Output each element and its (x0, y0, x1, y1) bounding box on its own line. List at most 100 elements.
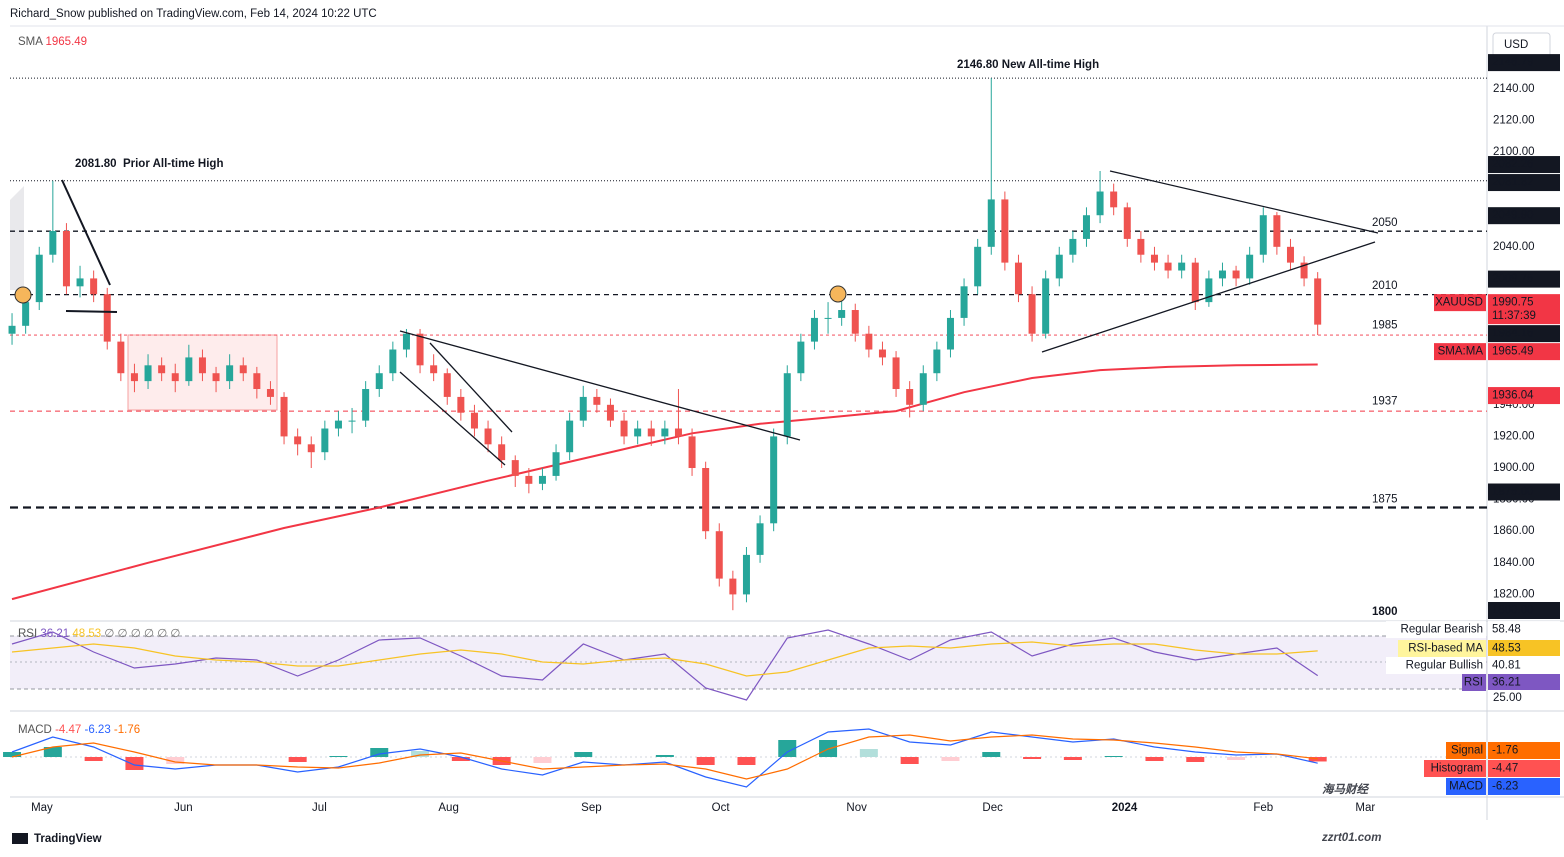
candle-body (579, 396, 587, 421)
price-badge (1488, 270, 1560, 288)
candle-body (185, 357, 193, 382)
histogram-bar (43, 747, 62, 757)
candle-body (606, 404, 614, 421)
candle-body (1232, 270, 1240, 279)
price-badge (1488, 674, 1560, 690)
price-badge (1488, 54, 1560, 72)
side-badge (1434, 294, 1486, 312)
candle-body (742, 554, 750, 595)
candle-body (1137, 238, 1145, 255)
candle-body (538, 475, 546, 484)
side-badge (1424, 760, 1486, 777)
candle-body (634, 428, 642, 437)
histogram-bar (329, 756, 348, 757)
x-tick-label: Mar (1355, 802, 1375, 814)
price-badge-label: 36.21 (1492, 677, 1521, 689)
price-badge-label: 2009.75 (1492, 273, 1534, 285)
candle-body (484, 428, 492, 445)
candle-body (171, 373, 179, 382)
candle-body (525, 475, 533, 484)
candle-body (35, 254, 43, 303)
histogram-bar (941, 757, 960, 761)
price-badge (1488, 174, 1560, 192)
price-badge-label: -6.23 (1492, 781, 1518, 793)
y-tick-label: 1840.00 (1493, 557, 1535, 569)
price-badge (1488, 343, 1560, 361)
candle-body (511, 460, 519, 476)
histogram-bar (1104, 756, 1123, 757)
sma-legend: SMA 1965.49 (18, 36, 87, 48)
candle-body (348, 420, 356, 422)
side-badge-label: RSI-based MA (1408, 643, 1483, 655)
candle-body (307, 444, 315, 453)
x-tick-label: Feb (1253, 802, 1273, 814)
candle-body (1191, 262, 1199, 303)
plot-layer: 2050 2010 1985 1937 1875 1800 (3, 77, 1487, 788)
trend-line (61, 179, 111, 286)
candle-body (253, 373, 261, 390)
marker-circle (14, 286, 32, 304)
y-tick-label: 1860.00 (1493, 525, 1535, 537)
price-badge (1488, 657, 1560, 673)
candle-body (824, 317, 832, 319)
candle-body (1014, 262, 1022, 295)
publisher: Richard_Snow published on TradingView.co… (10, 8, 377, 20)
candle-body (76, 278, 84, 287)
rsi-line (11, 629, 1319, 701)
currency[interactable]: USD (1504, 39, 1528, 51)
rsi-line (11, 641, 1318, 677)
price-badge-label: 2146.79 (1492, 57, 1534, 69)
price-badge-label: 40.81 (1492, 660, 1521, 672)
side-badge-label: SMA:MA (1438, 346, 1484, 358)
marker-circle (829, 285, 847, 303)
candle-body (810, 317, 818, 342)
price-badge (1488, 325, 1560, 343)
signal-value: -1.76 (114, 724, 140, 736)
price-badge (1488, 640, 1560, 656)
rsi-value: 36.21 (40, 628, 69, 640)
histogram-bar (288, 757, 307, 762)
price-badge-countdown: 11:37:39 (1492, 310, 1536, 322)
histogram-bar (1227, 757, 1246, 760)
candle-body (661, 428, 669, 437)
rsi-title: RSI (18, 628, 37, 640)
histogram-bar (1023, 757, 1042, 759)
x-tick-label: Oct (712, 802, 731, 814)
histogram-bar (370, 748, 389, 757)
trend-line (1041, 241, 1376, 353)
candle-body (375, 373, 383, 390)
macd-line (11, 734, 1318, 780)
candle-body (1164, 262, 1172, 271)
candle-body (946, 317, 954, 350)
candle-body (389, 349, 397, 374)
trend-line (1109, 170, 1379, 234)
candle-body (1150, 254, 1158, 263)
price-badge-label: -4.47 (1492, 763, 1518, 775)
rsi-ma-value: 48.53 (72, 628, 101, 640)
candle-body (498, 444, 506, 461)
candle-body (144, 365, 152, 382)
side-badge-label: RSI (1464, 677, 1483, 689)
histogram-bar (655, 755, 674, 757)
macd-legend: MACD -4.47 -6.23 -1.76 (18, 724, 140, 736)
x-tick-label: Jul (312, 802, 327, 814)
histogram-bar (411, 751, 430, 757)
histogram-bar (778, 740, 797, 757)
side-badge-label: Regular Bearish (1401, 624, 1483, 636)
sma-value: 1965.49 (46, 36, 88, 48)
candle-body (457, 396, 465, 413)
y-tick-label: 2140.00 (1493, 83, 1535, 95)
candle-body (1246, 254, 1254, 279)
candle-body (1273, 215, 1281, 247)
price-badge-label: 1875.00 (1492, 486, 1534, 498)
level-label: 1800 (1372, 606, 1398, 618)
candle-body (865, 333, 873, 350)
price-badge (1488, 602, 1560, 619)
candle-body (552, 452, 560, 476)
sma-title: SMA (18, 36, 43, 48)
histogram-bar (1308, 757, 1327, 762)
macd-value: -6.23 (85, 724, 111, 736)
candle-body (416, 333, 424, 366)
